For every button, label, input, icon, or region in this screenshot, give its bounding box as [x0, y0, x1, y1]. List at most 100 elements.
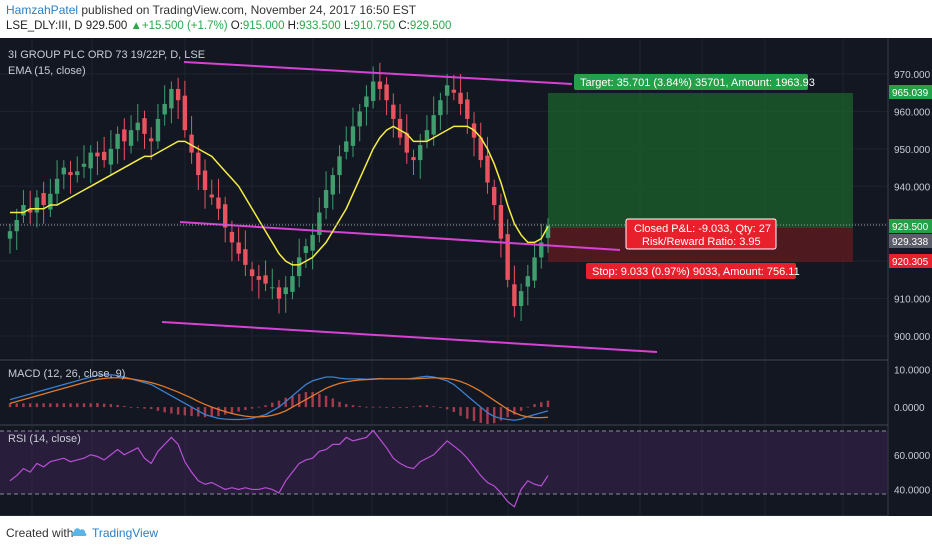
candle-body[interactable]	[317, 212, 322, 235]
candle-body[interactable]	[377, 81, 383, 89]
candle-body[interactable]	[175, 88, 181, 101]
candle-body[interactable]	[370, 81, 376, 101]
macd-hist-bar	[42, 403, 45, 408]
candle-body[interactable]	[431, 115, 436, 135]
candle-body[interactable]	[492, 187, 497, 205]
candle-body[interactable]	[330, 175, 335, 195]
tradingview-link[interactable]: TradingView	[92, 526, 159, 540]
candle-body[interactable]	[182, 95, 188, 131]
candle-body[interactable]	[357, 111, 362, 127]
candle-body[interactable]	[27, 209, 33, 213]
candle-body[interactable]	[41, 193, 46, 205]
candle-body[interactable]	[512, 284, 517, 307]
target-label-box[interactable]	[574, 74, 808, 90]
candle-body[interactable]	[256, 276, 262, 280]
candle-body[interactable]	[162, 103, 167, 115]
candle-body[interactable]	[236, 242, 241, 254]
candle-body[interactable]	[108, 148, 114, 165]
candle-body[interactable]	[518, 291, 524, 307]
candle-body[interactable]	[61, 167, 66, 175]
candle-body[interactable]	[465, 99, 470, 119]
candle-body[interactable]	[485, 155, 490, 183]
candle-body[interactable]	[249, 269, 255, 277]
candle-body[interactable]	[276, 287, 282, 299]
candle-body[interactable]	[397, 118, 403, 138]
author-link[interactable]: HamzahPatel	[6, 3, 79, 17]
candle-body[interactable]	[323, 190, 329, 208]
candle-body[interactable]	[149, 138, 154, 142]
signal-line[interactable]	[9, 377, 549, 419]
candle-body[interactable]	[458, 92, 463, 104]
candle-body[interactable]	[384, 84, 389, 101]
candle-body[interactable]	[21, 205, 26, 216]
candle-body[interactable]	[478, 137, 483, 161]
candle-body[interactable]	[7, 231, 13, 239]
candle-body[interactable]	[545, 225, 551, 238]
candle-body[interactable]	[532, 257, 537, 281]
candle-body[interactable]	[122, 129, 127, 142]
candle-body[interactable]	[296, 257, 302, 277]
publish-line: HamzahPatel published on TradingView.com…	[6, 3, 416, 17]
channel-lower-line[interactable]	[161, 321, 658, 353]
rsi-line[interactable]	[9, 429, 549, 508]
candle-body[interactable]	[101, 151, 107, 161]
candle-body[interactable]	[155, 118, 161, 142]
candle-body[interactable]	[169, 88, 174, 109]
candle-body[interactable]	[539, 242, 544, 258]
candle-body[interactable]	[364, 96, 369, 107]
candle-body[interactable]	[418, 145, 423, 161]
candle-body[interactable]	[444, 85, 450, 96]
candle-body[interactable]	[229, 231, 235, 243]
candle-body[interactable]	[283, 287, 288, 295]
candle-body[interactable]	[290, 276, 295, 292]
candle-body[interactable]	[189, 134, 194, 153]
candle-body[interactable]	[344, 141, 349, 152]
macd-hist-bar	[28, 403, 32, 408]
chart-svg[interactable]: 3I GROUP PLC ORD 73 19/22P, D, LSE EMA (…	[0, 38, 932, 537]
pnl-box[interactable]	[625, 218, 777, 250]
candle-body[interactable]	[88, 152, 93, 169]
candle-body[interactable]	[81, 163, 87, 167]
candle-body[interactable]	[209, 194, 214, 198]
macd-hist-bar	[123, 405, 126, 408]
candle-body[interactable]	[196, 152, 201, 176]
candle-body[interactable]	[404, 133, 409, 153]
channel-upper-line[interactable]	[183, 61, 573, 85]
candle-body[interactable]	[202, 170, 208, 191]
candle-body[interactable]	[115, 133, 120, 149]
candlestick-series[interactable]	[7, 62, 551, 322]
candle-body[interactable]	[68, 172, 73, 176]
candle-body[interactable]	[54, 178, 60, 194]
candle-body[interactable]	[270, 287, 275, 289]
macd-line[interactable]	[9, 374, 549, 421]
candle-body[interactable]	[14, 219, 19, 232]
candle-body[interactable]	[135, 122, 140, 131]
candle-body[interactable]	[424, 130, 430, 141]
candle-body[interactable]	[95, 152, 100, 157]
candle-body[interactable]	[498, 205, 504, 239]
chart-area[interactable]: 3I GROUP PLC ORD 73 19/22P, D, LSE EMA (…	[0, 38, 932, 537]
candle-body[interactable]	[75, 171, 80, 176]
candle-body[interactable]	[34, 197, 40, 213]
candle-body[interactable]	[391, 104, 396, 119]
candle-body[interactable]	[310, 234, 315, 251]
candle-body[interactable]	[451, 89, 457, 93]
candle-body[interactable]	[505, 234, 510, 280]
target-zone[interactable]	[548, 93, 853, 228]
candle-body[interactable]	[525, 276, 531, 287]
candle-body[interactable]	[243, 249, 248, 265]
candle-body[interactable]	[263, 275, 268, 284]
candle-body[interactable]	[303, 246, 309, 253]
candle-body[interactable]	[128, 130, 134, 146]
candle-body[interactable]	[337, 156, 342, 176]
candle-body[interactable]	[48, 193, 53, 210]
candle-body[interactable]	[216, 197, 221, 209]
ema-line[interactable]	[10, 125, 549, 266]
candle-body[interactable]	[223, 204, 228, 228]
candle-body[interactable]	[350, 126, 356, 146]
stop-label-box[interactable]	[586, 263, 796, 279]
candle-body[interactable]	[438, 100, 443, 116]
channel-middle-line[interactable]	[179, 221, 621, 251]
candle-body[interactable]	[411, 157, 416, 161]
candle-body[interactable]	[142, 118, 147, 134]
